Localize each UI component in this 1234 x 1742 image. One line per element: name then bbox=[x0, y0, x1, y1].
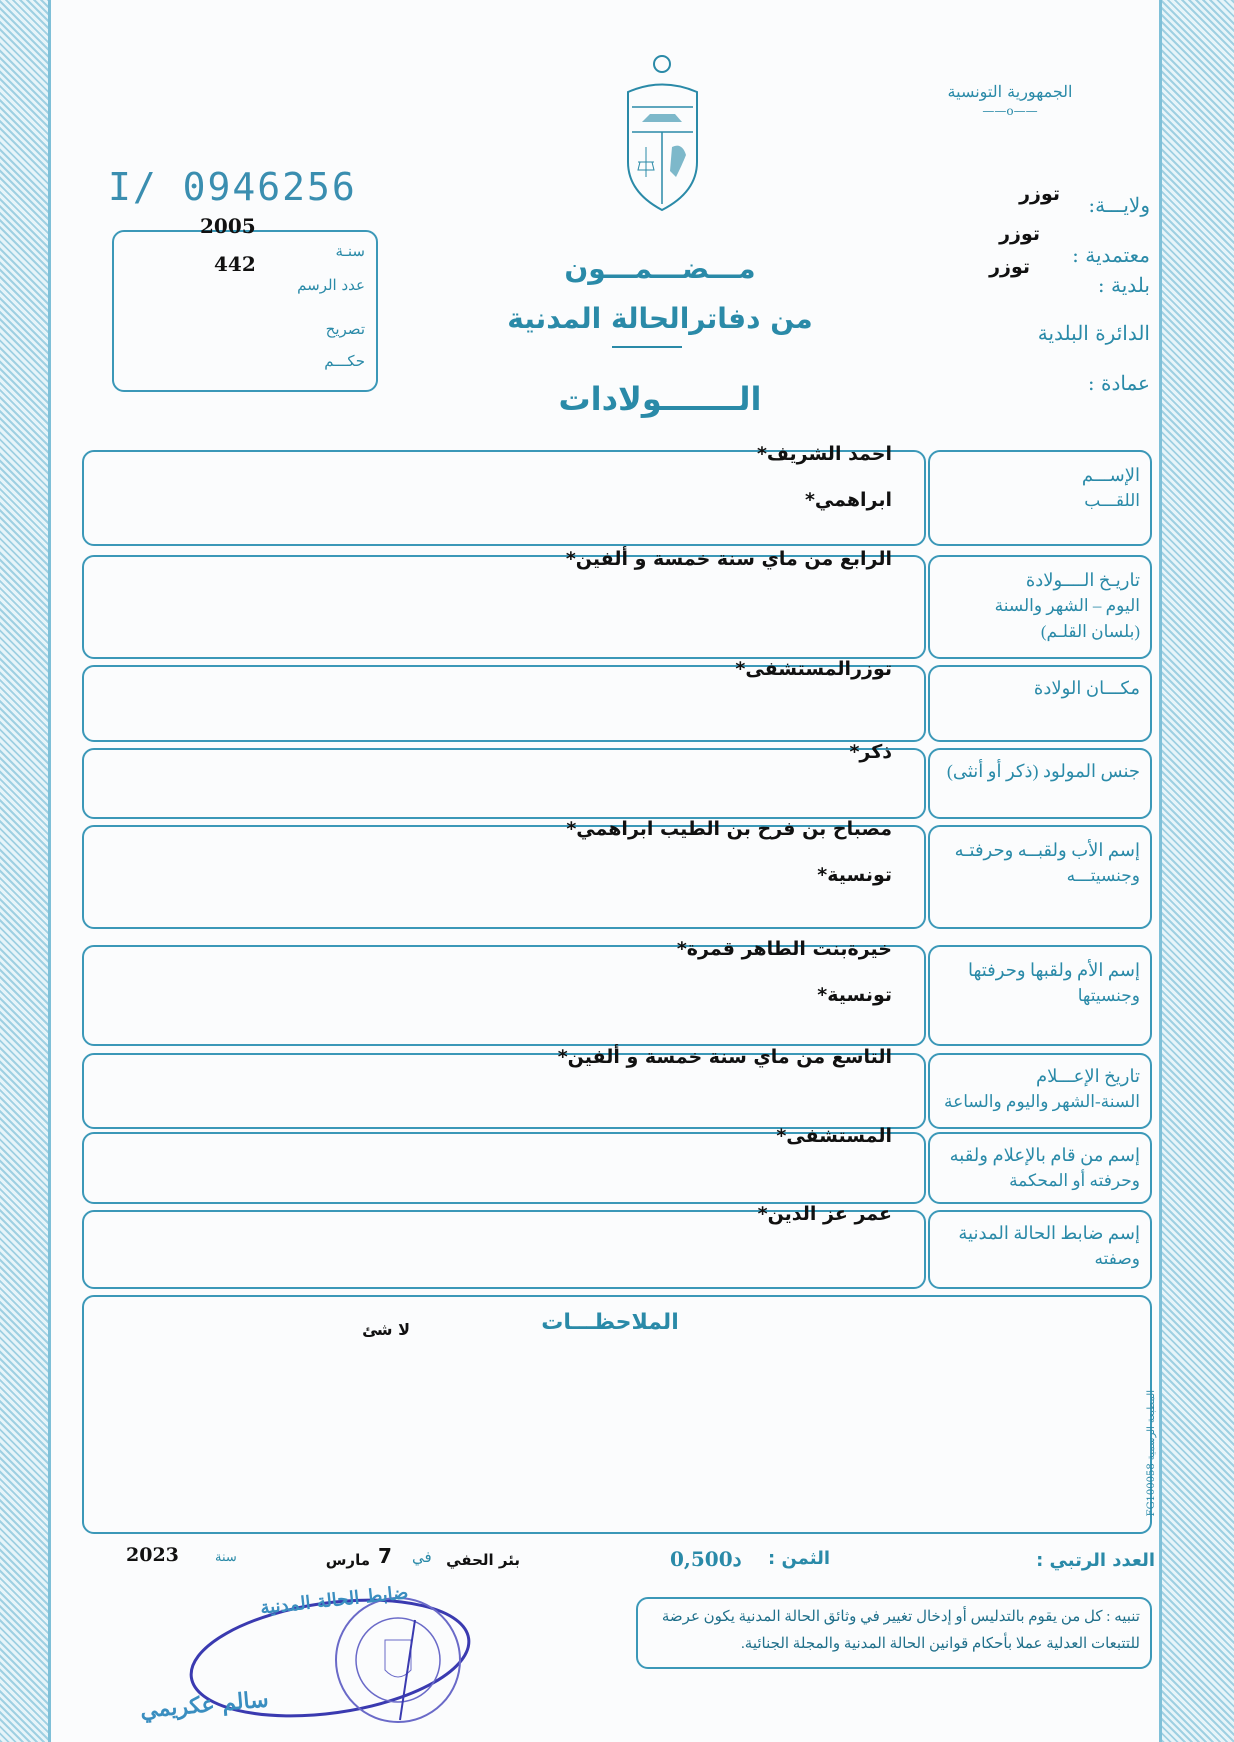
declaration-label: تصريح bbox=[325, 320, 365, 338]
in-label: في bbox=[412, 1548, 432, 1566]
registry-box bbox=[112, 230, 378, 392]
remarks-box bbox=[82, 1295, 1152, 1534]
field-label: تاريخ الإعـــلام bbox=[1035, 1066, 1140, 1086]
value-box bbox=[82, 555, 926, 659]
omda-label: عمادة : bbox=[1087, 371, 1150, 395]
tunisia-emblem-icon bbox=[627, 55, 698, 212]
field-label-2: اللقـــب bbox=[1084, 491, 1140, 510]
field-label: مكـــان الولادة bbox=[1033, 678, 1140, 698]
wilaya-value: توزر bbox=[1019, 183, 1060, 205]
issue-day: 7 bbox=[378, 1544, 392, 1568]
serial-order-label: العدد الرتبي : bbox=[1036, 1550, 1155, 1571]
field-label: إسم الأم ولقبها وحرفتها bbox=[967, 960, 1140, 980]
title-births: الـــــــولادات bbox=[558, 380, 762, 418]
year-label: سنة bbox=[215, 1550, 237, 1565]
value-box bbox=[82, 1132, 926, 1204]
act-number-label: عدد الرسم bbox=[297, 276, 365, 294]
field-value-2: تونسية* bbox=[817, 984, 892, 1006]
field-label: جنس المولود (ذكر أو أنثى) bbox=[946, 761, 1140, 781]
label-box bbox=[928, 1053, 1152, 1129]
field-value: الرابع من ماي سنة خمسة و ألفين* bbox=[565, 548, 892, 570]
field-label-3: (بلسان القلـم) bbox=[1040, 622, 1140, 641]
field-value: التاسع من ماي سنة خمسة و ألفين* bbox=[557, 1046, 892, 1068]
field-value-2: تونسية* bbox=[817, 864, 892, 886]
label-box bbox=[928, 825, 1152, 929]
title-civil-registry: من دفاترالحالة المدنية bbox=[507, 302, 813, 335]
warning-box bbox=[636, 1597, 1152, 1669]
field-label-2: وجنسيتـــه bbox=[1066, 866, 1140, 885]
value-box bbox=[82, 450, 926, 546]
remarks-value: لا شئ bbox=[362, 1320, 410, 1339]
wilaya-label: ولايـــة: bbox=[1088, 193, 1150, 217]
field-label: إسم ضابط الحالة المدنية bbox=[958, 1223, 1140, 1243]
field-label: إسم الأب ولقبــه وحرفتـه bbox=[954, 840, 1140, 860]
issue-month: مارس bbox=[325, 1551, 370, 1569]
act-number-value: 442 bbox=[214, 252, 256, 276]
registry-year-value: 2005 bbox=[200, 214, 256, 238]
field-label-2: السنة-الشهر واليوم والساعة bbox=[943, 1092, 1140, 1111]
label-box bbox=[928, 1132, 1152, 1204]
municipality-label: بلدية : bbox=[1097, 273, 1150, 297]
label-box bbox=[928, 450, 1152, 546]
price-label: الثمن : bbox=[767, 1548, 830, 1569]
issue-year: 2023 bbox=[126, 1544, 179, 1566]
official-stamp-icon bbox=[189, 1597, 471, 1723]
field-value: ذكر* bbox=[849, 741, 892, 763]
value-box bbox=[82, 825, 926, 929]
field-value: المستشفى* bbox=[776, 1125, 892, 1147]
republic-heading: الجمهورية التونسية bbox=[947, 82, 1073, 101]
field-value-2: ابراهمي* bbox=[804, 489, 892, 511]
serial-number: I/ 0946256 bbox=[108, 165, 357, 209]
guilloche-border-left bbox=[0, 0, 51, 1742]
judgment-label: حكـــم bbox=[324, 352, 365, 370]
field-label: الإســـم bbox=[1081, 465, 1140, 485]
price-value: 0,500د bbox=[670, 1547, 742, 1571]
field-label-2: وحرفته أو المحكمة bbox=[1009, 1171, 1140, 1190]
registry-year-label: سنـة bbox=[335, 242, 365, 260]
value-box bbox=[82, 748, 926, 819]
delegation-value: توزر bbox=[999, 223, 1040, 245]
field-value: احمد الشريف* bbox=[756, 443, 892, 465]
warning-text: تنبيه : كل من يقوم بالتدليس أو إدخال تغي… bbox=[661, 1609, 1140, 1652]
label-box bbox=[928, 665, 1152, 742]
title-underline bbox=[612, 346, 682, 348]
field-label-2: وصفته bbox=[1094, 1249, 1141, 1268]
label-box bbox=[928, 1210, 1152, 1289]
value-box bbox=[82, 1053, 926, 1129]
field-label: تاريـخ الــــولادة bbox=[1025, 570, 1140, 590]
delegation-label: معتمدية : bbox=[1072, 243, 1150, 267]
label-box bbox=[928, 945, 1152, 1046]
value-box bbox=[82, 1210, 926, 1289]
value-box bbox=[82, 945, 926, 1046]
field-value: توزرالمستشفى* bbox=[735, 658, 892, 680]
label-box bbox=[928, 555, 1152, 659]
field-label: إسم من قام بالإعلام ولقبه bbox=[949, 1145, 1140, 1165]
remarks-label: الملاحظـــات bbox=[541, 1310, 679, 1335]
issue-place: بئر الحفي bbox=[446, 1551, 520, 1569]
field-value: عمر عز الدين* bbox=[757, 1203, 892, 1225]
district-label: الدائرة البلدية bbox=[1037, 321, 1150, 345]
title-summary: مـــضـــمـــون bbox=[564, 252, 756, 285]
field-value: خيرةبنت الطاهر قمرة* bbox=[676, 938, 892, 960]
field-label-2: وجنسيتها bbox=[1077, 986, 1140, 1005]
printer-mark: المطبعة الرسمية FG100058 bbox=[1146, 1390, 1157, 1517]
value-box bbox=[82, 665, 926, 742]
label-box bbox=[928, 748, 1152, 819]
field-label-2: اليوم – الشهر والسنة bbox=[994, 596, 1140, 615]
municipality-value: توزر bbox=[989, 256, 1030, 278]
field-value: مصباح بن فرح بن الطيب ابراهمي* bbox=[566, 818, 892, 840]
guilloche-border-right bbox=[1159, 0, 1234, 1742]
ornament: ——o—— bbox=[982, 104, 1038, 118]
